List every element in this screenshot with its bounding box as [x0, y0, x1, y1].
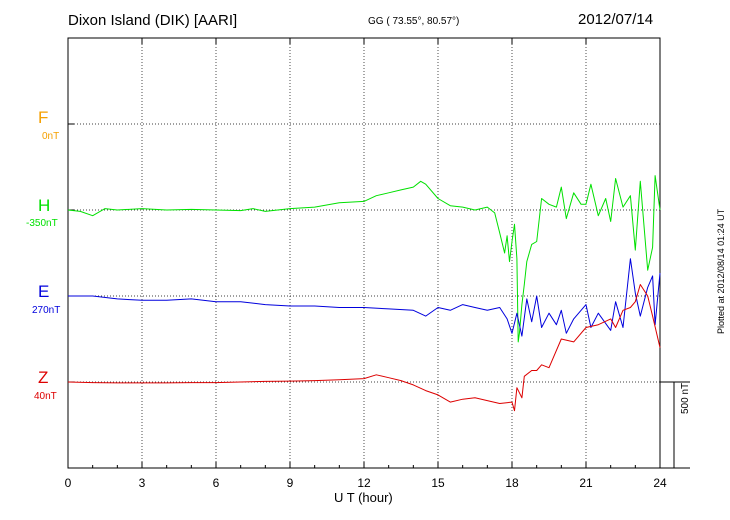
series-line-h	[67, 175, 661, 343]
component-h-baseline: -350nT	[26, 218, 58, 229]
x-tick-label: 12	[357, 476, 371, 490]
component-z-baseline: 40nT	[34, 391, 57, 402]
x-axis-label: U T (hour)	[334, 490, 393, 505]
series-line-z	[67, 284, 661, 412]
series-line-e	[68, 258, 661, 337]
scale-bar-label: 500 nT	[680, 382, 691, 414]
grid-lines	[68, 38, 660, 468]
series-layer	[67, 175, 661, 412]
scale-bar	[660, 381, 690, 469]
x-tick-label: 0	[64, 476, 72, 490]
x-tick-label: 9	[286, 476, 294, 490]
x-tick-label: 21	[579, 476, 593, 490]
component-z-letter: Z	[38, 368, 49, 387]
x-tick-label: 15	[431, 476, 445, 490]
plotted-timestamp: Plotted at 2012/08/14 01:24 UT	[716, 208, 726, 334]
observation-date: 2012/07/14	[578, 11, 654, 28]
x-tick-label: 6	[212, 476, 220, 490]
x-tick-label: 3	[138, 476, 146, 490]
component-e-baseline: 270nT	[32, 305, 61, 316]
x-tick-label: 24	[653, 476, 667, 490]
geographic-coordinates: GG ( 73.55°, 80.57°)	[368, 16, 460, 27]
component-f-baseline: 0nT	[42, 131, 60, 142]
axis-ticks	[67, 38, 661, 468]
x-tick-label: 18	[505, 476, 519, 490]
station-title: Dixon Island (DIK) [AARI]	[68, 12, 238, 29]
plot-frame	[67, 37, 661, 469]
component-h-letter: H	[38, 196, 51, 215]
component-f-letter: F	[38, 108, 49, 127]
component-e-letter: E	[38, 282, 50, 301]
